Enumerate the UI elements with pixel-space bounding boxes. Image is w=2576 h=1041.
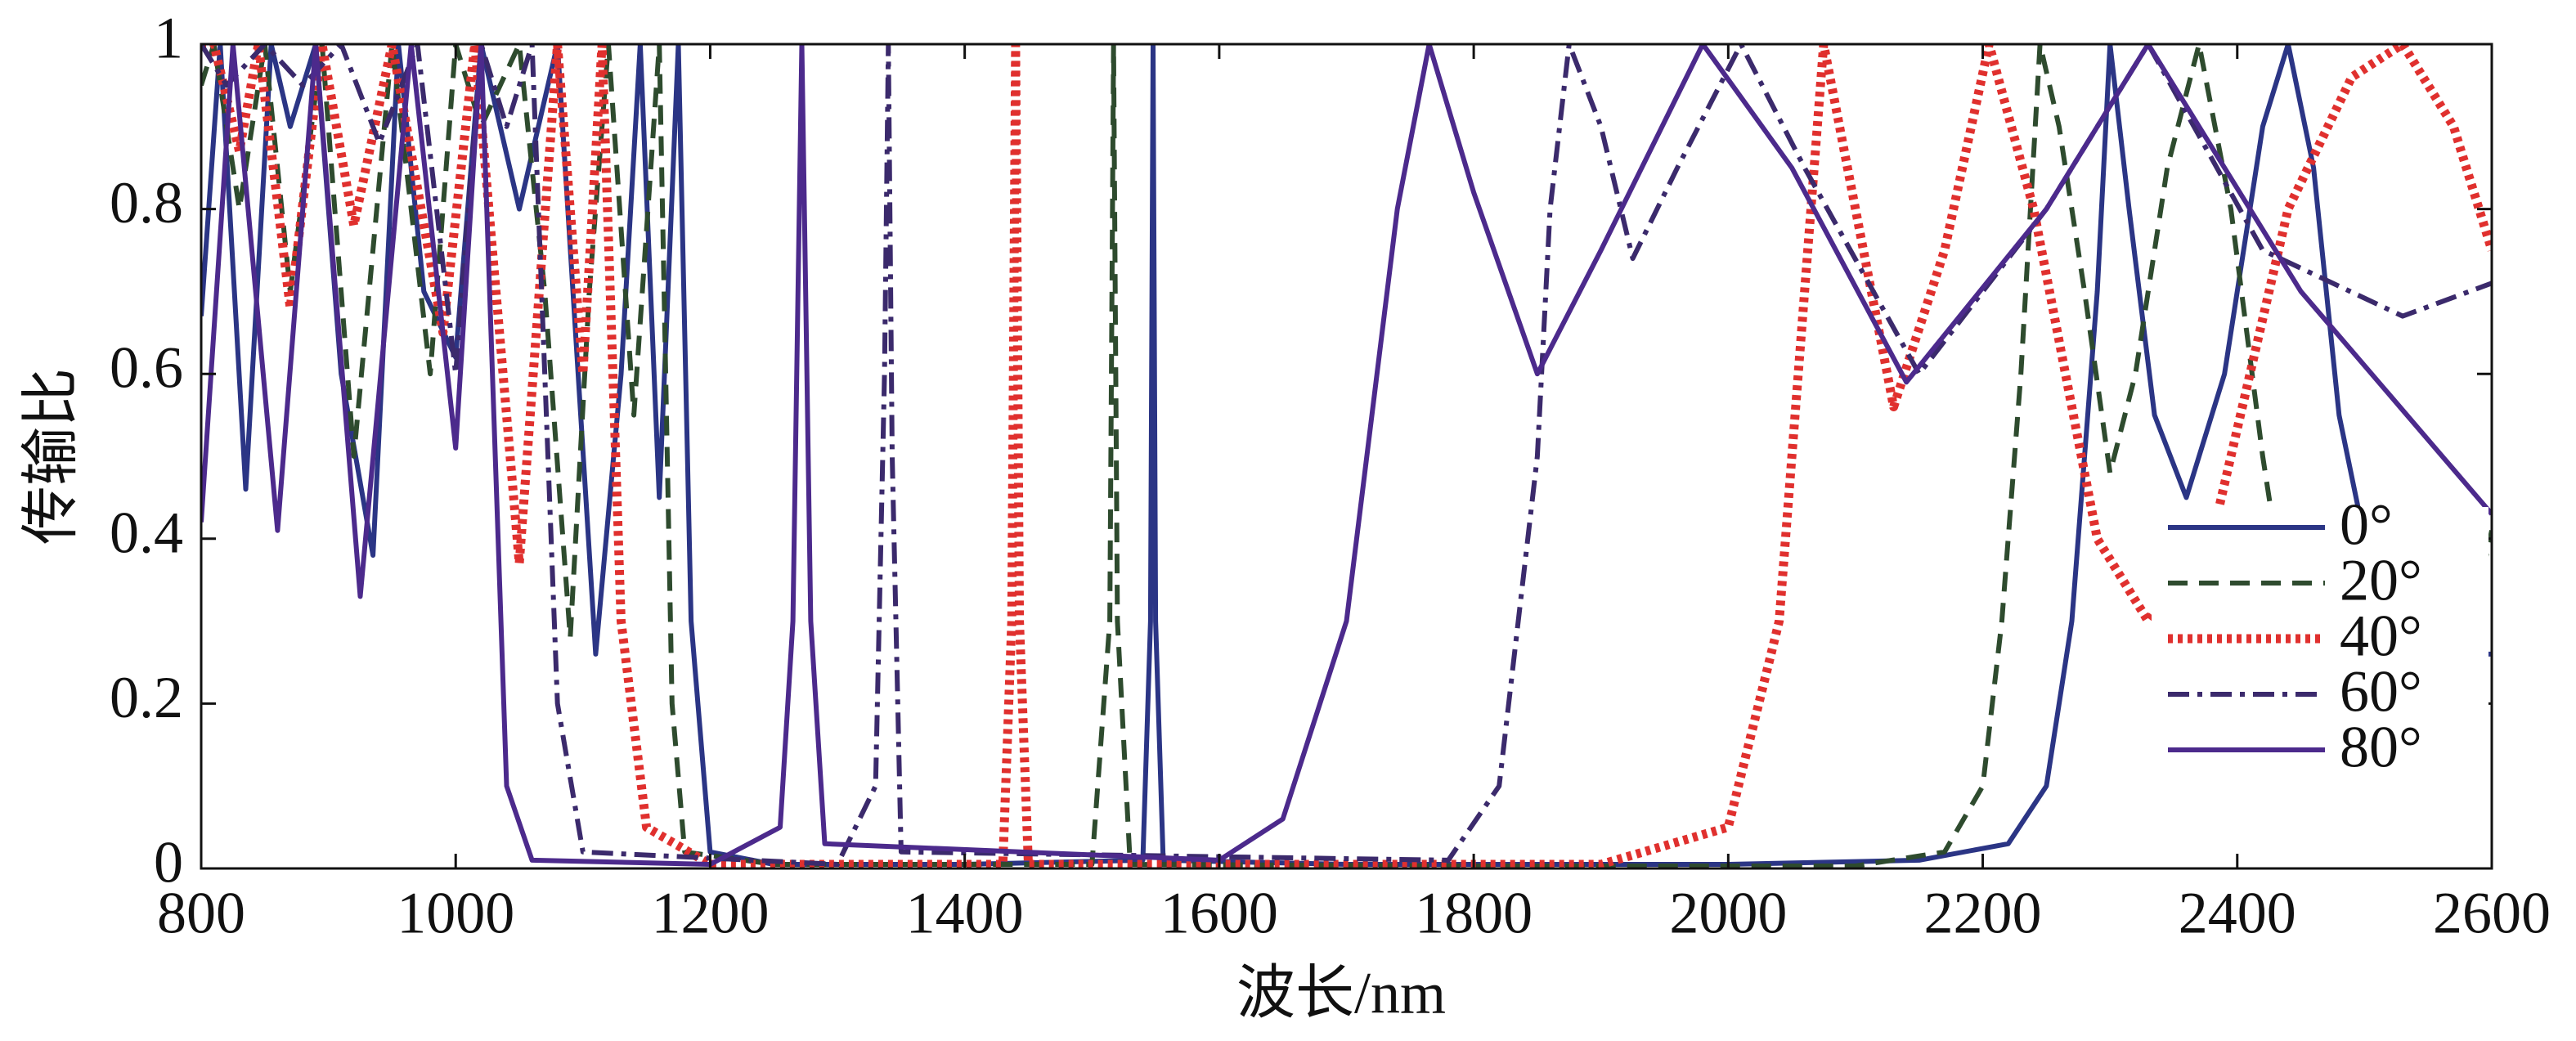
x-tick-label: 2600: [2433, 881, 2551, 946]
legend-label: 20°: [2340, 548, 2422, 613]
series-line: [201, 44, 2492, 867]
x-tick-label: 1200: [651, 881, 769, 946]
y-axis-label: 传输比: [19, 368, 84, 545]
plot-area: [201, 44, 2492, 868]
y-tick-label: 1: [154, 6, 183, 71]
legend-label: 60°: [2340, 659, 2422, 725]
y-tick-label: 0.6: [110, 335, 183, 401]
x-tick-label: 2400: [2179, 881, 2296, 946]
x-tick-label: 1600: [1160, 881, 1278, 946]
legend-box: [2152, 507, 2488, 793]
axes-frame: [200, 43, 2493, 870]
x-tick-label: 800: [157, 881, 245, 946]
series-line: [201, 44, 2492, 868]
x-tick-label: 1800: [1415, 881, 1533, 946]
y-tick-label: 0.2: [110, 665, 183, 730]
x-tick-label: 1400: [906, 881, 1024, 946]
x-tick-label: 2000: [1669, 881, 1787, 946]
y-tick-label: 0: [154, 830, 183, 895]
legend-label: 80°: [2340, 715, 2422, 780]
series-line: [201, 44, 2492, 867]
y-tick-label: 0.8: [110, 170, 183, 236]
x-tick-label: 2200: [1924, 881, 2042, 946]
legend-label: 0°: [2340, 492, 2393, 558]
series-line: [201, 44, 2492, 867]
y-tick-label: 0.4: [110, 500, 183, 565]
series-line: [201, 44, 2492, 868]
legend-label: 40°: [2340, 604, 2422, 669]
x-tick-label: 1000: [397, 881, 514, 946]
x-axis-label: 波长/nm: [1236, 961, 1446, 1026]
